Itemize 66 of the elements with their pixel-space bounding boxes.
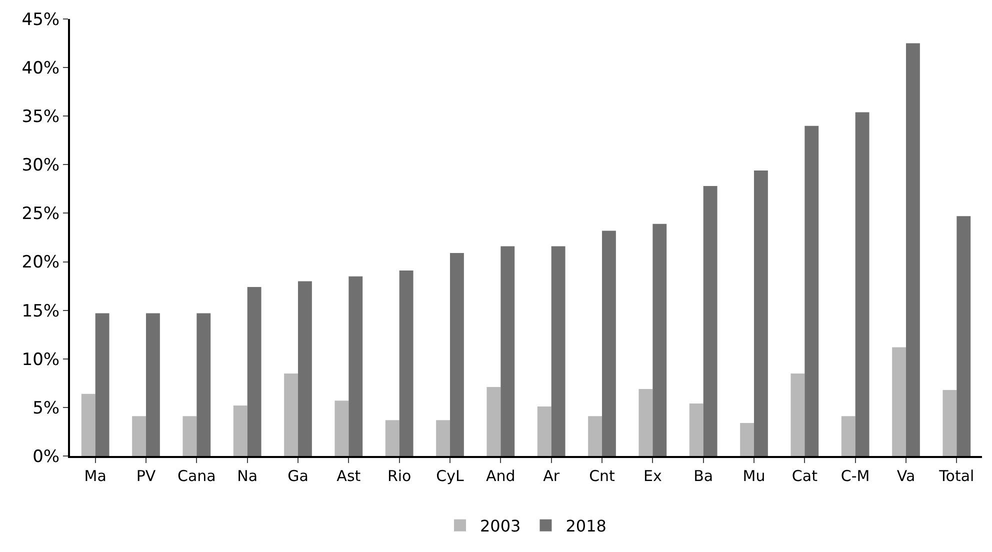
x-tick-label: Ast	[336, 467, 361, 485]
x-tick-label: Ga	[288, 467, 308, 485]
y-tick-label: 40%	[22, 58, 60, 79]
x-tick-label: Va	[896, 467, 916, 485]
x-tick-label: Ma	[84, 467, 106, 485]
x-tick-label: Ex	[643, 467, 662, 485]
bar	[436, 420, 450, 456]
bar	[233, 406, 248, 456]
bar	[703, 186, 718, 456]
bar	[81, 394, 96, 456]
bar	[855, 112, 870, 456]
x-tick-label: Mu	[742, 467, 766, 485]
bar	[841, 416, 856, 456]
bar	[399, 270, 414, 456]
bar	[334, 400, 349, 456]
legend-label: 2003	[480, 516, 521, 536]
bar	[892, 347, 906, 456]
x-tick-label: PV	[136, 467, 156, 485]
bar	[500, 246, 515, 456]
y-tick-label: 0%	[32, 446, 60, 467]
y-tick-label: 5%	[32, 398, 60, 418]
bar	[790, 373, 805, 456]
bar	[551, 246, 566, 456]
bar	[638, 388, 653, 456]
y-tick-label: 20%	[22, 252, 60, 273]
x-tick-label: Cana	[177, 467, 216, 485]
bar	[754, 170, 768, 456]
x-tick-label: CyL	[436, 467, 464, 485]
bar	[132, 416, 146, 456]
x-tick-label: Na	[237, 467, 258, 485]
bar	[689, 404, 704, 456]
bar	[652, 224, 667, 456]
bar	[385, 420, 400, 456]
bar	[486, 387, 501, 456]
bar	[284, 373, 298, 456]
bar	[804, 126, 819, 456]
y-tick-label: 25%	[22, 204, 60, 224]
bar	[942, 390, 957, 456]
bar	[906, 43, 920, 456]
x-tick-label: And	[486, 467, 516, 485]
x-tick-label: Cnt	[589, 467, 616, 485]
bar	[146, 313, 160, 456]
bar	[298, 281, 312, 456]
y-tick-label: 30%	[22, 156, 60, 176]
bar	[537, 406, 552, 456]
x-tick-label: C-M	[840, 467, 870, 485]
x-tick-label: Rio	[387, 467, 412, 485]
bar	[182, 416, 197, 456]
y-tick-label: 45%	[22, 10, 60, 30]
bar	[196, 313, 211, 456]
bar	[247, 287, 262, 456]
x-tick-label: Ar	[543, 467, 560, 485]
y-tick-label: 10%	[22, 350, 60, 370]
bar	[956, 216, 971, 456]
bar	[348, 276, 363, 456]
bar	[95, 313, 110, 456]
x-tick-label: Ba	[694, 467, 714, 485]
bar	[602, 230, 616, 456]
legend-label: 2018	[566, 516, 606, 536]
x-tick-label: Total	[938, 467, 974, 485]
y-tick-label: 35%	[22, 107, 60, 128]
bar	[450, 253, 464, 456]
y-tick-label: 15%	[22, 301, 60, 322]
bar	[588, 416, 602, 456]
x-tick-label: Cat	[792, 467, 818, 485]
bar	[740, 422, 754, 456]
